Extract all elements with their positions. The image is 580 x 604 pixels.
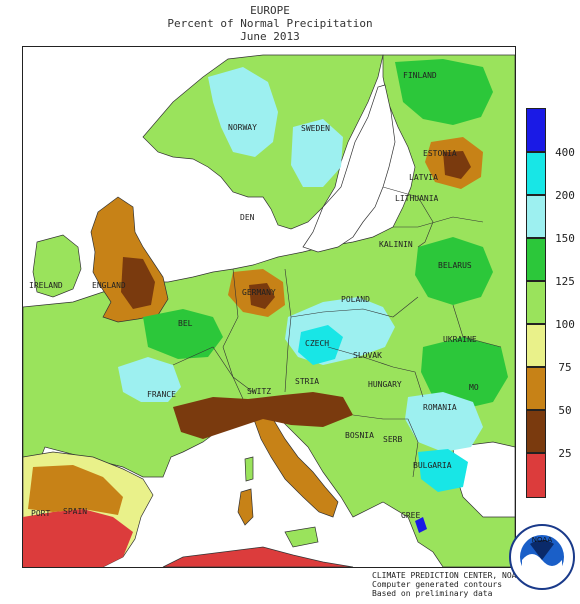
zone-ukraine-wet [421,337,508,409]
label-bosnia: BOSNIA [345,431,374,440]
land-sicily [284,526,319,548]
label-belgium: BEL [178,319,193,328]
zone-belarus-green [415,237,493,305]
legend-label-125: 125 [555,275,575,288]
noaa-logo-icon: NOAA [509,524,575,590]
legend-swatch-75 [526,324,546,367]
zone-england-core [121,257,155,309]
zone-greece-blue [415,517,427,533]
land-north-africa [162,546,354,567]
noaa-logo-text: NOAA [532,536,553,544]
credit-data-note: Based on preliminary data [372,589,493,598]
precipitation-map: FINLAND NORWAY SWEDEN ESTONIA LATVIA LIT… [22,46,516,568]
label-england: ENGLAND [92,281,126,290]
land-sardinia [237,488,254,526]
legend-label-400: 400 [555,146,575,159]
zone-czech-wet [298,325,343,365]
label-kaliningrad: KALININ [379,240,413,249]
zone-norway-wet [208,67,278,157]
zone-bulgaria-wet [418,449,468,492]
label-greece: GREE [401,511,421,520]
label-slovakia: SLOVAK [353,351,382,360]
map-subtitle: Percent of Normal Precipitation [167,17,373,30]
zone-iberia-south [23,509,133,567]
label-belarus: BELARUS [438,261,472,270]
label-austria: STRIA [295,377,320,386]
zone-estonia-core [443,151,471,179]
legend-swatch-200 [526,152,546,195]
label-moldova: MO [469,383,479,392]
label-portugal: PORT [31,509,51,518]
label-romania: ROMANIA [423,403,457,412]
label-czech: CZECH [305,339,330,348]
zone-alps-dry [173,392,353,439]
credit-method: Computer generated contours [372,580,503,589]
label-lithuania: LITHUANIA [395,194,439,203]
label-ukraine: UKRAINE [443,335,477,344]
zone-sweden-wet [291,119,343,187]
label-germany: GERMANY [242,288,276,297]
legend-swatch-25 [526,410,546,453]
label-poland: POLAND [341,295,370,304]
zone-romania-wet [405,392,483,452]
label-sweden: SWEDEN [301,124,330,133]
label-norway: NORWAY [228,123,257,132]
zone-iberia-mid [28,465,123,515]
map-period: June 2013 [240,30,300,43]
legend-label-100: 100 [555,318,575,331]
label-finland: FINLAND [403,71,437,80]
land-ireland [32,234,82,298]
sea-baltic [302,84,396,253]
label-hungary: HUNGARY [368,380,402,389]
legend-swatch-125 [526,238,546,281]
label-spain: SPAIN [63,507,88,516]
land-corsica [244,456,254,482]
legend-label-25: 25 [558,447,572,460]
credit-source: CLIMATE PREDICTION CENTER, NOAA [372,571,522,580]
label-switzerland: SWITZ [247,387,272,396]
label-bulgaria: BULGARIA [413,461,452,470]
label-serbia: SERB [383,435,403,444]
label-france: FRANCE [147,390,176,399]
label-estonia: ESTONIA [423,149,457,158]
legend-swatch-50 [526,367,546,410]
zone-finland-green [395,59,493,125]
label-latvia: LATVIA [409,173,438,182]
legend-label-75: 75 [558,361,572,374]
legend-label-200: 200 [555,189,575,202]
noaa-logo: NOAA [508,514,576,604]
legend-label-50: 50 [558,404,572,417]
legend-swatch-100 [526,281,546,324]
map-title: EUROPE [250,4,290,17]
zone-france-wet [118,357,181,402]
label-denmark: DEN [240,213,255,222]
zone-france-north-wet [143,309,223,359]
legend-swatch-0 [526,453,546,498]
land-italy [252,416,339,518]
map-svg [23,47,515,567]
legend-swatch-400 [526,108,546,152]
label-ireland: IRELAND [29,281,63,290]
zone-germany-core [249,283,275,309]
legend-swatch-150 [526,195,546,238]
legend-label-150: 150 [555,232,575,245]
country-borders [172,186,502,478]
